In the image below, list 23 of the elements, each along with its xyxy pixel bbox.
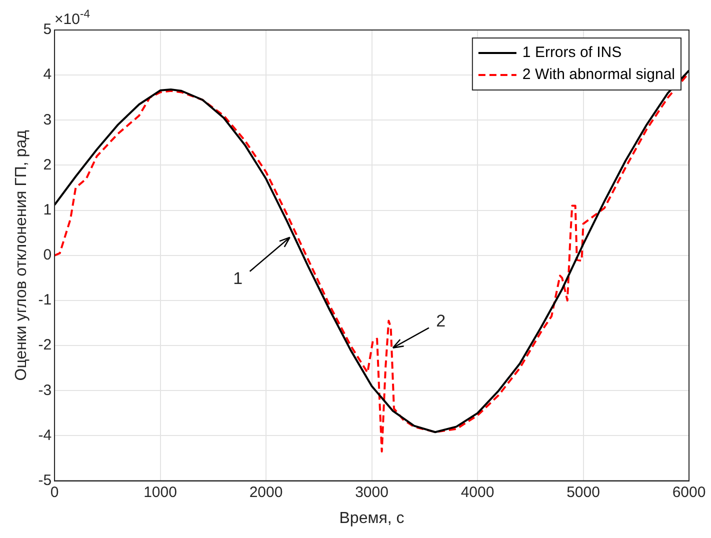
y-tick-label: 4 [43,66,52,84]
x-tick-label: 3000 [355,484,388,501]
y-tick-label: -1 [38,292,52,309]
y-tick-label: -5 [38,472,52,489]
x-tick-label: 6000 [672,484,706,501]
y-tick-label: 2 [43,156,52,174]
y-tick-label: -4 [38,426,52,444]
y-tick-label: 5 [43,21,52,38]
annotation: 1 [233,269,243,288]
x-tick-label: 5000 [566,484,600,501]
legend-label: 2 With abnormal signal [522,66,676,84]
x-tick-label: 4000 [460,484,494,501]
y-tick-label: 1 [43,201,52,218]
x-axis-title: Время, с [339,510,404,527]
annotation: 2 [436,312,446,330]
y-tick-label: -2 [38,336,52,354]
y-tick-label: -3 [38,382,52,399]
x-tick-label: 2000 [249,484,283,501]
y-axis-title: Оценки углов отклонения ГП, рад [13,129,30,381]
x-tick-label: 1000 [144,484,177,501]
y-tick-label: 3 [43,111,52,128]
y-tick-label: 0 [43,246,52,264]
legend-label: 1 Errors of INS [522,44,622,62]
